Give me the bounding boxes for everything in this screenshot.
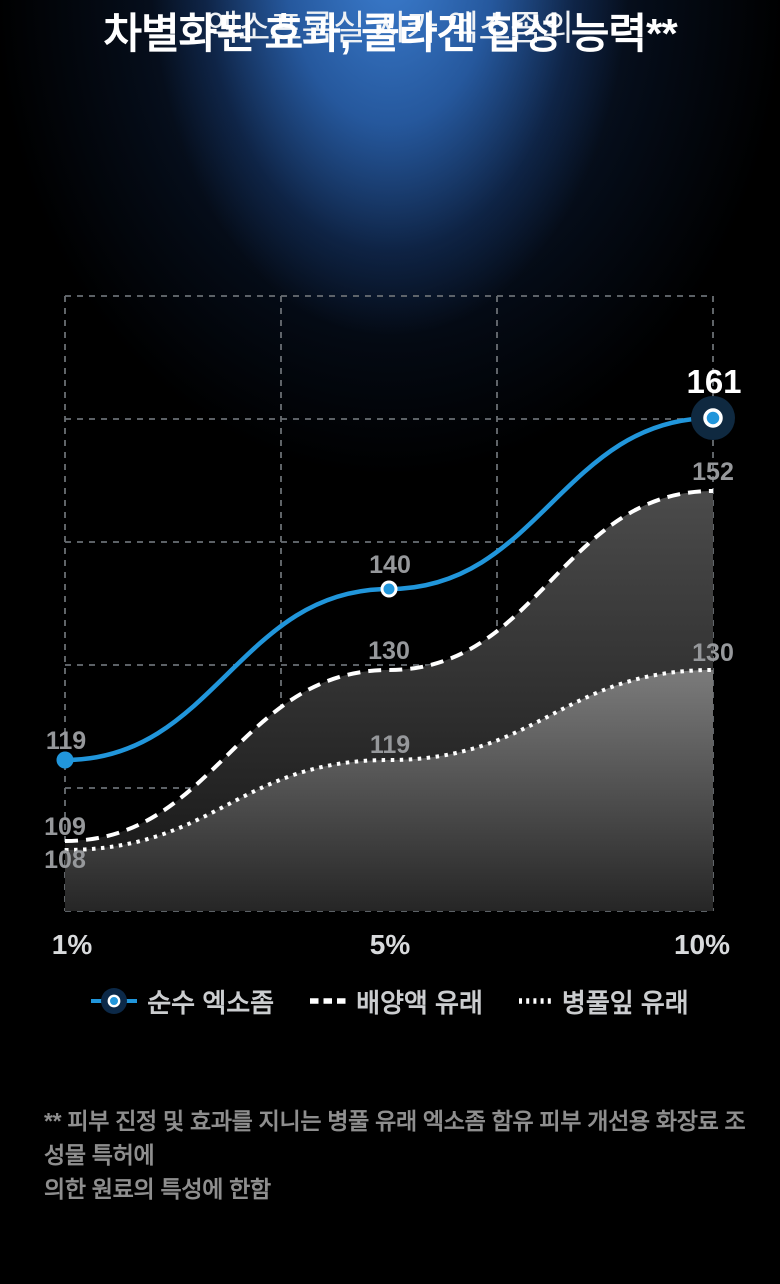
- value-label-pure-10pct: 161: [686, 363, 742, 400]
- footnote-line1: ** 피부 진정 및 효과를 지니는 병풀 유래 엑소좀 함유 피부 개선용 화…: [44, 1108, 746, 1168]
- chart-legend: 순수 엑소좀 배양액 유래 병풀잎 유래: [0, 982, 780, 1020]
- series-culture-line: [64, 489, 714, 843]
- footnote-line2: 의한 원료의 특성에 한함: [44, 1176, 271, 1202]
- series-leaf-area: [65, 670, 713, 911]
- legend-item-leaf: 병풀잎 유래: [518, 983, 689, 1020]
- value-label-leaf-10pct: 130: [692, 639, 734, 667]
- legend-marker-pure-icon: [91, 988, 138, 1014]
- pure-marker-1pct: [56, 751, 74, 769]
- value-label-leaf-5pct: 119: [369, 731, 411, 759]
- legend-label-leaf: 병풀잎 유래: [561, 987, 689, 1018]
- chart-title-line2: 차별화된 효과, 콜라겐 합성 능력**: [103, 10, 677, 57]
- value-label-pure-5pct: 140: [369, 551, 411, 579]
- legend-item-culture: 배양액 유래: [310, 983, 483, 1020]
- line-chart: [56, 295, 735, 912]
- legend-marker-culture-icon: [310, 998, 347, 1004]
- value-label-leaf-1pct: 108: [44, 846, 86, 874]
- x-axis-label-1pct: 1%: [51, 929, 93, 960]
- value-label-pure-1pct: 119: [45, 727, 87, 755]
- legend-label-pure: 순수 엑소좀: [147, 987, 275, 1018]
- pure-marker-5pct: [380, 580, 398, 598]
- chart-canvas: [56, 295, 735, 912]
- value-label-culture-10pct: 152: [692, 458, 734, 486]
- legend-label-culture: 배양액 유래: [356, 987, 483, 1018]
- value-label-culture-1pct: 109: [44, 813, 86, 841]
- pure-marker-10pct: [703, 408, 723, 428]
- chart-title-line1: 엑소프록실 시카 엑소좀의: [206, 9, 574, 48]
- legend-marker-leaf-icon: [518, 998, 552, 1004]
- value-label-culture-5pct: 130: [368, 637, 410, 665]
- x-axis-label-5pct: 5%: [369, 929, 411, 960]
- grid-lines: [64, 295, 714, 912]
- x-axis-label-10pct: 10%: [673, 929, 731, 960]
- legend-item-pure: 순수 엑소좀: [91, 983, 274, 1020]
- footnote: ** 피부 진정 및 효과를 지니는 병풀 유래 엑소좀 함유 피부 개선용 화…: [44, 1104, 756, 1206]
